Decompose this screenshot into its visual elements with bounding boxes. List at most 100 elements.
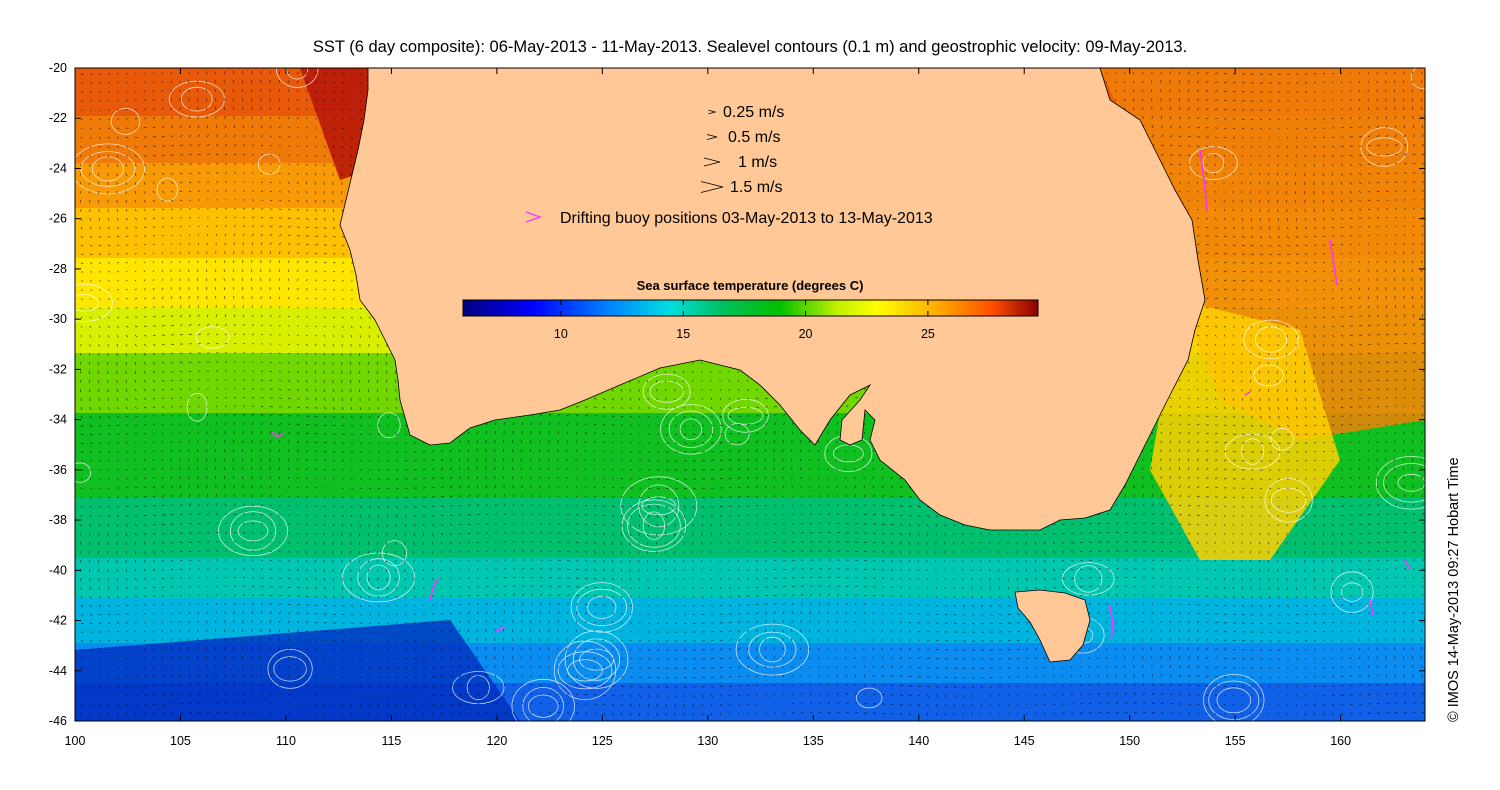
sealevel-contour	[833, 444, 864, 463]
sealevel-contour	[722, 398, 769, 433]
colorbar-ticks: 10 15 20 25	[554, 300, 935, 341]
credit-text: © IMOS 14-May-2013 09:27 Hobart Time	[1446, 457, 1462, 722]
sealevel-contour	[668, 410, 714, 448]
sealevel-contour	[1341, 582, 1364, 602]
sealevel-contour	[1074, 565, 1103, 593]
y-tick-label: -38	[49, 513, 67, 527]
buoy-track	[1404, 559, 1411, 571]
sealevel-contour	[511, 678, 575, 721]
colorbar-gradient	[462, 299, 1039, 317]
colorbar-tick-label: 25	[921, 327, 935, 341]
sealevel-contour	[627, 503, 681, 548]
sealevel-contour	[642, 373, 691, 410]
land-mass	[339, 68, 1206, 663]
y-tick-label: -34	[49, 413, 67, 427]
sealevel-contour	[579, 648, 614, 671]
y-tick-label: -26	[49, 212, 67, 226]
sealevel-contour	[576, 588, 628, 627]
x-tick-label: 155	[1225, 734, 1246, 748]
sealevel-contour	[1366, 137, 1403, 157]
sealevel-contour	[1270, 427, 1294, 451]
velocity-label: 1 m/s	[738, 154, 777, 171]
x-tick-label: 105	[170, 734, 191, 748]
colorbar-tick-label: 10	[554, 327, 568, 341]
x-tick-label: 150	[1119, 734, 1140, 748]
sealevel-contour	[1208, 680, 1260, 720]
y-tick-label: -46	[49, 714, 67, 728]
sealevel-contour	[1216, 687, 1252, 714]
sealevel-contour	[357, 558, 400, 597]
buoy-track	[271, 431, 285, 438]
colorbar-title: Sea surface temperature (degrees C)	[637, 278, 864, 293]
sealevel-contour	[735, 623, 810, 676]
sealevel-contour	[466, 675, 490, 701]
buoy-track	[429, 577, 439, 601]
y-tick-label: -42	[49, 614, 67, 628]
sealevel-contour	[75, 294, 99, 312]
velocity-arrow-1	[706, 134, 718, 140]
sealevel-contour	[522, 687, 564, 721]
colorbar-tick-label: 20	[799, 327, 813, 341]
sealevel-contour	[1243, 319, 1299, 360]
y-tick-label: -24	[49, 161, 67, 175]
sealevel-contour	[679, 418, 703, 441]
buoy-legend-label: Drifting buoy positions 03-May-2013 to 1…	[560, 210, 933, 227]
sealevel-contour	[641, 496, 677, 516]
buoy-track	[494, 626, 506, 633]
plot-frame	[74, 67, 1426, 722]
sealevel-contour	[638, 484, 680, 528]
sealevel-contour	[1202, 153, 1225, 174]
sealevel-contour	[642, 511, 666, 540]
sealevel-contour	[229, 511, 277, 551]
sealevel-contour	[195, 326, 230, 349]
sealevel-contour	[110, 108, 141, 135]
y-tick-label: -44	[49, 664, 67, 678]
sealevel-contour	[91, 156, 124, 182]
sealevel-contour	[1360, 127, 1409, 167]
sealevel-contour	[181, 86, 213, 112]
sealevel-contour	[237, 520, 269, 542]
sealevel-contour	[1375, 456, 1425, 510]
x-tick-label: 130	[697, 734, 718, 748]
sealevel-contour	[1255, 326, 1288, 353]
buoy-track	[1199, 149, 1208, 211]
sealevel-contour	[660, 404, 722, 455]
y-tick-label: -30	[49, 312, 67, 326]
sealevel-contour	[573, 638, 621, 681]
sealevel-contour	[366, 564, 391, 591]
sealevel-contour	[75, 283, 113, 322]
y-tick-label: -40	[49, 563, 67, 577]
buoy-track	[1329, 239, 1338, 286]
x-tick-label: 160	[1330, 734, 1351, 748]
chart-title: SST (6 day composite): 06-May-2013 - 11-…	[312, 38, 1188, 56]
velocity-label: 0.25 m/s	[723, 104, 784, 121]
x-tick-label: 125	[592, 734, 613, 748]
x-tick-label: 115	[381, 734, 401, 748]
sealevel-contour	[1330, 571, 1374, 613]
australia-land	[339, 68, 1206, 531]
sealevel-contour	[267, 649, 313, 689]
buoy-tracks	[271, 149, 1411, 641]
tasmania-land	[1014, 589, 1091, 663]
colorbar: Sea surface temperature (degrees C) 10 15…	[462, 278, 1039, 341]
sealevel-contour	[727, 406, 764, 425]
velocity-label: 0.5 m/s	[728, 129, 780, 146]
velocity-arrow-3	[700, 181, 724, 193]
sealevel-contour	[649, 380, 684, 403]
sealevel-contour	[1241, 438, 1264, 465]
sealevel-contour	[186, 392, 208, 422]
sealevel-contour	[587, 595, 617, 620]
velocity-label: 1.5 m/s	[730, 179, 782, 196]
x-tick-label: 135	[803, 734, 824, 748]
sealevel-contour	[218, 505, 288, 557]
x-tick-label: 120	[486, 734, 507, 748]
buoy-track	[1109, 604, 1114, 641]
sealevel-contour	[273, 656, 307, 682]
sealevel-contour	[856, 687, 883, 709]
velocity-arrow-0	[708, 109, 716, 115]
buoy-track	[1244, 391, 1251, 396]
sealevel-contour	[1264, 478, 1313, 523]
sealevel-contour	[286, 68, 309, 80]
sealevel-contour	[342, 552, 416, 603]
velocity-arrow-2	[703, 157, 721, 167]
